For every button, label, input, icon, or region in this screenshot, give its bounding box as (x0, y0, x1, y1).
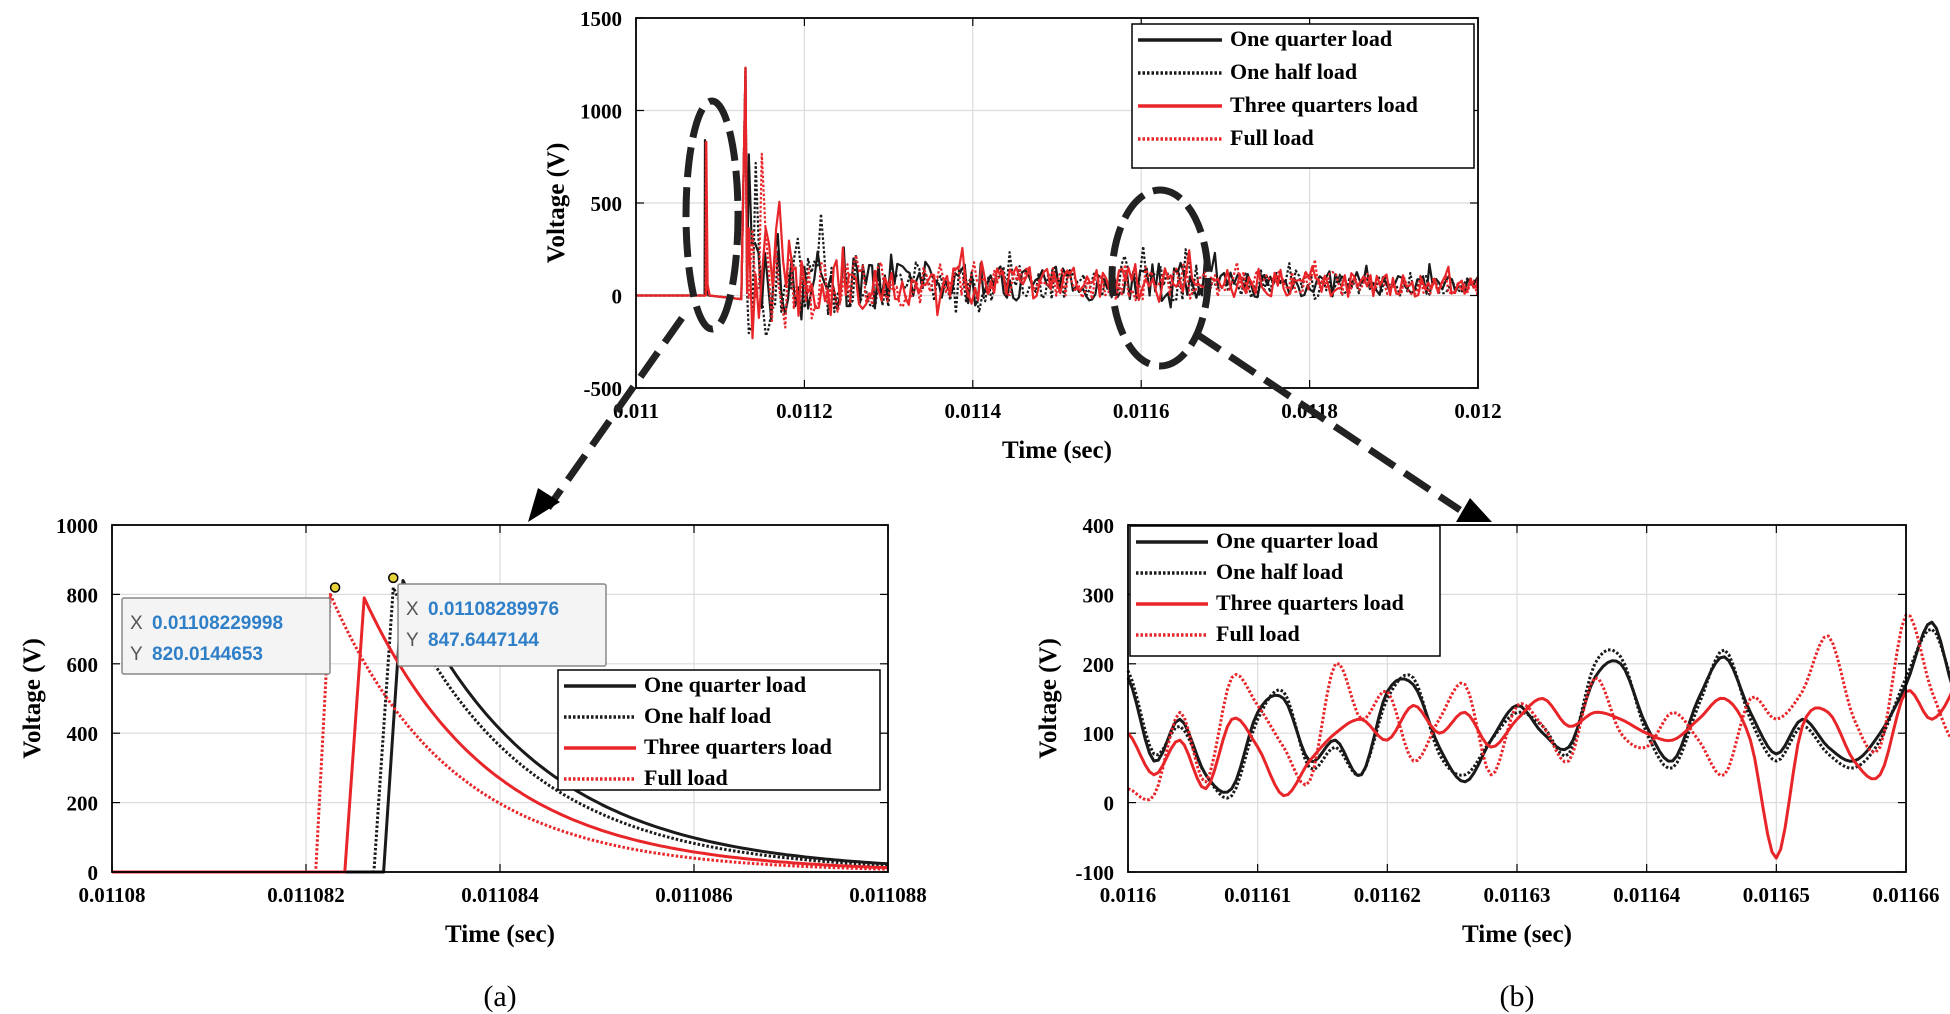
x-tick-label: 0.01108 (78, 883, 145, 907)
chart-a: 0.01108 0.011082 0.011084 0.011086 0.011088 0… (19, 514, 927, 1013)
zoom-arrowhead-left (528, 488, 560, 522)
legend-entry: One quarter load (644, 672, 806, 697)
datatip-x-value: 0.01108289976 (428, 599, 559, 620)
x-tick-label: 0.011082 (267, 883, 345, 907)
legend-entry: Full load (1216, 621, 1300, 646)
zoom-arrow-right (1193, 330, 1462, 513)
series-line-quarter (112, 579, 889, 874)
panel-caption: (a) (483, 980, 516, 1013)
y-tick-label: 200 (67, 792, 99, 816)
datatip: X 0.01108289976 Y 847.6447144 (388, 572, 607, 667)
y-axis-label: Voltage (V) (543, 143, 570, 264)
datatip-y-value: 820.0144653 (152, 644, 263, 665)
x-tick-label: 0.012 (1454, 399, 1501, 423)
x-tick-label: 0.01161 (1224, 883, 1291, 907)
series-line-quarter (636, 66, 1479, 322)
legend-entry: One half load (644, 703, 771, 728)
datatip-marker (388, 572, 399, 584)
series-line-full (112, 592, 889, 874)
chart-b: 0.0116 0.01161 0.01162 0.01163 0.01164 0.0116… (1035, 514, 1950, 1013)
zoom-ellipse-right (1108, 186, 1212, 370)
y-tick-label: 500 (591, 192, 623, 216)
datatip-y-value: 847.6447144 (428, 630, 539, 651)
datatip-x-key: X (406, 599, 419, 620)
legend-entry: One half load (1216, 559, 1343, 584)
y-tick-label: 0 (612, 285, 623, 309)
legend-entry: One quarter load (1230, 26, 1392, 51)
legend-entry: Three quarters load (1216, 590, 1404, 615)
x-axis-label: Time (sec) (445, 921, 555, 948)
x-tick-label: 0.011086 (655, 883, 733, 907)
legend-entry: Three quarters load (644, 734, 832, 759)
datatip-marker (329, 582, 341, 593)
chart-main: 0.0110.01120.01140.01160.01180.012-50005… (543, 7, 1502, 464)
zoom-ellipse-left (682, 97, 742, 333)
x-tick-label: 0.01163 (1483, 883, 1550, 907)
x-tick-label: 0.01166 (1872, 883, 1939, 907)
y-tick-label: 400 (67, 722, 99, 746)
x-tick-label: 0.0114 (945, 399, 1002, 423)
y-axis-label: Voltage (V) (1035, 638, 1062, 759)
y-tick-label: 200 (1083, 653, 1115, 677)
zoom-arrowhead-right (1456, 498, 1492, 522)
legend-entry: One quarter load (1216, 528, 1378, 553)
x-tick-label: 0.01164 (1613, 883, 1681, 907)
datatip-box (397, 583, 607, 667)
datatip-y-key: Y (130, 644, 143, 665)
x-tick-label: 0.011084 (461, 883, 539, 907)
y-tick-label: 100 (1083, 722, 1115, 746)
plot-frame (1127, 524, 1907, 873)
plot-frame (111, 524, 889, 873)
x-tick-label: 0.011088 (849, 883, 927, 907)
y-tick-label: -500 (584, 377, 623, 401)
datatip-y-key: Y (406, 630, 419, 651)
x-tick-label: 0.01162 (1354, 883, 1421, 907)
legend-box (557, 669, 881, 791)
datatip: X 0.01108229998 Y 820.0144653 (121, 582, 341, 675)
datatip-x-key: X (130, 613, 143, 634)
y-tick-label: 1000 (580, 100, 622, 124)
series-line-three (636, 66, 1480, 340)
x-axis-label: Time (sec) (1462, 921, 1572, 948)
plot-frame (635, 17, 1479, 389)
legend-entry: Full load (644, 765, 728, 790)
y-tick-label: 1500 (580, 7, 622, 31)
legend-box (1131, 23, 1475, 169)
y-tick-label: 600 (67, 653, 99, 677)
series-line-three (112, 596, 889, 874)
y-tick-label: 0 (1104, 792, 1115, 816)
x-axis-label: Time (sec) (1002, 437, 1112, 464)
y-tick-label: 800 (67, 583, 99, 607)
y-axis-label: Voltage (V) (19, 638, 46, 759)
datatip-box (121, 597, 331, 675)
x-tick-label: 0.0116 (1100, 883, 1157, 907)
x-tick-label: 0.0112 (776, 399, 833, 423)
zoom-annotations (528, 97, 1492, 522)
y-tick-label: -100 (1076, 861, 1115, 885)
x-tick-label: 0.01165 (1743, 883, 1810, 907)
y-tick-label: 400 (1083, 514, 1115, 538)
x-tick-label: 0.0116 (1113, 399, 1170, 423)
legend-entry: Three quarters load (1230, 92, 1418, 117)
legend-entry: One half load (1230, 59, 1357, 84)
datatip-x-value: 0.01108229998 (152, 613, 283, 634)
legend-entry: Full load (1230, 125, 1314, 150)
y-tick-label: 300 (1083, 583, 1115, 607)
panel-caption: (b) (1500, 980, 1535, 1013)
zoom-arrow-left (545, 315, 685, 511)
y-tick-label: 0 (88, 861, 99, 885)
y-tick-label: 1000 (56, 514, 98, 538)
